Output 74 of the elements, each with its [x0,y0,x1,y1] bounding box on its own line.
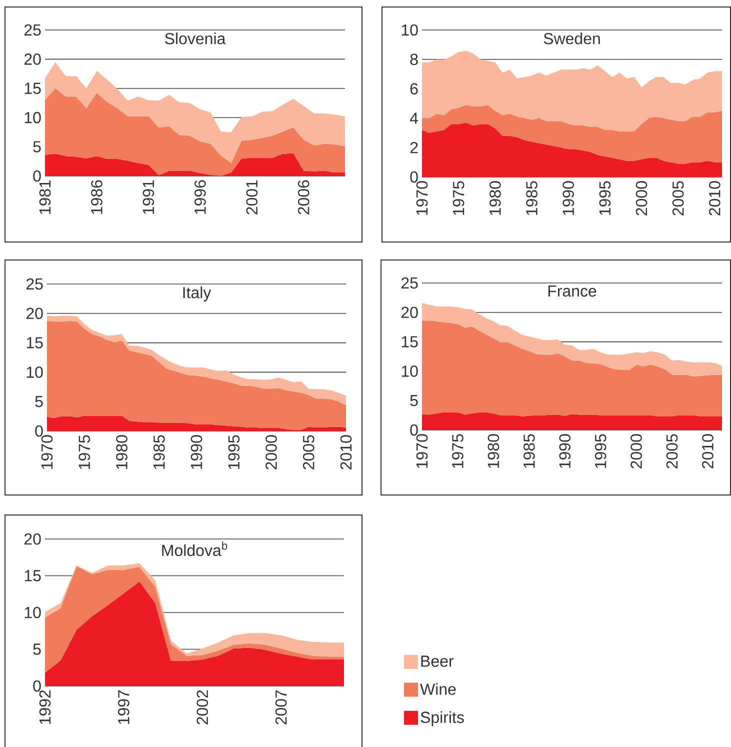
x-tick-label: 2005 [302,435,314,470]
x-tick-label: 1970 [416,181,428,215]
y-tick-label: 0 [35,425,43,437]
x-tick-label: 1986 [91,180,102,214]
x-tick-label: 1981 [39,180,51,214]
x-tick-label: 2005 [666,434,678,468]
y-tick-label: 15 [402,336,418,348]
x-tick-label: 1995 [599,181,611,215]
y-tick-label: 2 [410,142,418,154]
y-tick-label: 5 [33,644,41,655]
x-tick-label: 1991 [142,180,154,214]
chart-title: France [548,286,596,297]
x-tick-label: 2002 [196,690,208,724]
x-tick-label: 1995 [228,435,240,469]
y-tick-label: 10 [24,112,41,124]
x-tick-label: 1996 [194,180,206,214]
y-tick-label: 10 [26,366,43,378]
x-tick-label: 1970 [41,435,53,469]
chart-title: Sweden [544,32,600,44]
y-tick-label: 20 [401,306,418,318]
y-tick-label: 0 [33,170,41,182]
y-tick-label: 5 [33,141,41,152]
x-tick-label: 2007 [275,690,287,724]
chart-title: Moldova$^{b}$ [162,542,228,556]
chart-title: Slovenia [165,32,226,44]
x-tick-label: 2001 [246,180,258,214]
x-tick-label: 1975 [78,435,90,469]
x-tick-label: 1975 [452,434,464,468]
x-tick-label: 1975 [452,181,464,215]
x-tick-label: 2005 [672,181,684,216]
y-tick-label: 0 [410,424,418,436]
x-tick-label: 2010 [709,181,720,216]
x-tick-label: 2006 [298,180,310,214]
y-tick-label: 25 [401,277,418,289]
y-tick-label: 25 [24,24,41,36]
x-tick-label: 1985 [523,434,535,468]
legend-label: Spirits [420,711,464,726]
legend-label: Wine [420,683,456,695]
y-tick-label: 10 [402,366,418,377]
y-tick-label: 5 [35,396,43,408]
y-tick-label: 0 [410,171,418,183]
x-tick-label: 1990 [190,435,202,469]
x-tick-label: 2000 [266,435,277,470]
x-tick-label: 1980 [116,435,128,469]
y-tick-label: 10 [402,24,418,36]
x-tick-label: 1990 [559,434,571,468]
y-tick-label: 20 [24,54,41,65]
y-tick-label: 20 [24,533,41,545]
x-tick-label: 2010 [702,434,714,468]
y-tick-label: 25 [26,278,43,290]
legend-label: Beer [421,656,454,667]
x-tick-label: 1970 [416,434,428,468]
y-tick-label: 15 [24,570,41,582]
x-tick-label: 1985 [153,435,165,469]
y-tick-label: 4 [410,112,418,124]
chart-title: Italy [183,286,212,302]
x-tick-label: 1997 [118,690,130,724]
y-tick-label: 0 [33,680,41,692]
x-tick-label: 2000 [636,181,648,216]
y-tick-label: 15 [24,82,41,94]
x-tick-label: 1995 [594,434,606,468]
x-tick-label: 1992 [39,690,51,724]
y-tick-label: 15 [26,337,43,348]
y-tick-label: 6 [410,83,418,94]
y-tick-label: 5 [410,395,418,406]
x-tick-label: 1990 [562,181,574,215]
y-tick-label: 10 [24,606,41,618]
y-tick-label: 20 [26,308,43,320]
x-tick-label: 1980 [490,181,501,215]
y-tick-label: 8 [410,54,418,66]
x-tick-label: 1985 [526,181,538,215]
x-tick-label: 1980 [488,434,500,468]
x-tick-label: 2000 [630,434,642,468]
x-tick-label: 2010 [340,435,352,470]
